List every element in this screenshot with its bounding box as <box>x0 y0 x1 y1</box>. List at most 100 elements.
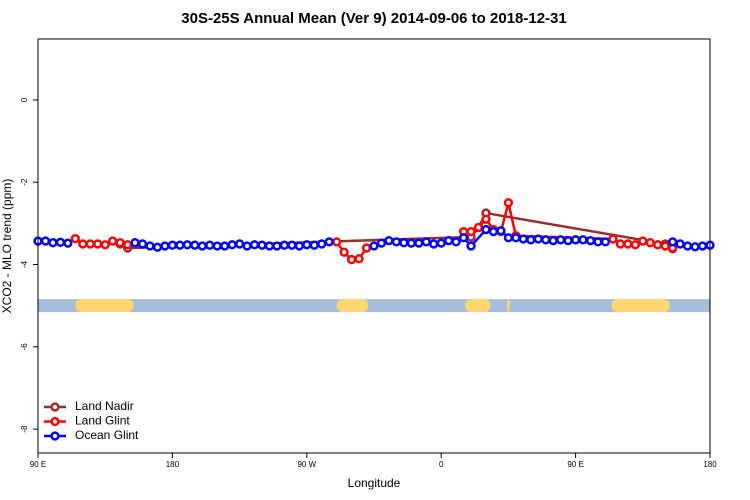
legend-marker <box>50 402 60 412</box>
data-point <box>175 240 185 250</box>
data-point <box>444 236 454 246</box>
data-point <box>108 236 118 246</box>
data-point <box>556 235 566 245</box>
data-point <box>93 239 103 249</box>
data-point <box>608 234 618 244</box>
data-point <box>354 254 364 264</box>
data-point <box>593 237 603 247</box>
data-point <box>436 238 446 248</box>
land-band <box>336 299 369 313</box>
data-point <box>70 233 80 244</box>
data-point <box>309 240 319 250</box>
data-point <box>182 240 192 250</box>
data-point <box>473 222 484 233</box>
data-point <box>638 236 648 246</box>
data-point <box>302 240 312 250</box>
chart-title: 30S-25S Annual Mean (Ver 9) 2014-09-06 t… <box>181 10 566 27</box>
data-point <box>100 240 110 250</box>
data-point <box>78 239 88 249</box>
plot-frame <box>37 38 711 454</box>
x-tick-label: 180 <box>166 460 180 469</box>
y-tick-label: -8 <box>20 425 29 433</box>
data-point <box>645 238 655 248</box>
data-point <box>541 235 551 245</box>
data-point <box>503 233 514 243</box>
data-point <box>511 233 521 243</box>
legend-label: Land Glint <box>75 414 130 428</box>
data-point <box>317 239 327 249</box>
data-point <box>249 240 260 250</box>
data-point <box>697 241 708 251</box>
data-point <box>466 241 476 251</box>
legend-marker <box>50 431 60 441</box>
x-tick-label: 90 E <box>567 460 583 469</box>
y-axis-label: XCO2 - MLO trend (ppm) <box>0 179 14 314</box>
data-point <box>391 237 402 247</box>
data-point <box>406 238 416 248</box>
data-point <box>272 241 282 251</box>
data-point <box>242 241 252 251</box>
data-point <box>451 237 461 247</box>
data-point <box>615 239 626 249</box>
data-point <box>526 235 536 245</box>
data-point <box>570 235 581 245</box>
data-point <box>346 254 357 265</box>
data-point <box>287 240 297 250</box>
data-point <box>152 242 163 252</box>
data-point <box>197 241 207 251</box>
data-point <box>466 226 476 237</box>
data-point <box>384 236 394 246</box>
y-tick-label: 0 <box>20 97 29 102</box>
data-point <box>496 226 506 236</box>
y-tick-label: -2 <box>20 178 29 186</box>
x-tick-label: 0 <box>439 460 444 469</box>
data-point <box>414 238 424 248</box>
x-axis-label: Longitude <box>348 476 401 490</box>
data-point <box>122 240 133 250</box>
x-tick-label: 90 E <box>30 460 46 469</box>
y-tick-label: -6 <box>20 343 29 351</box>
data-point <box>48 238 58 248</box>
data-point <box>212 241 222 251</box>
land-band <box>506 299 510 313</box>
data-point <box>518 234 528 244</box>
data-point <box>279 240 290 250</box>
land-band <box>465 299 491 313</box>
data-point <box>548 236 558 246</box>
x-tick-label: 180 <box>703 460 717 469</box>
data-point <box>205 240 215 250</box>
data-point <box>563 236 573 246</box>
data-point <box>578 235 588 245</box>
data-point <box>533 234 543 244</box>
data-point <box>376 238 387 248</box>
data-point <box>369 241 379 251</box>
data-point <box>503 198 514 208</box>
data-point <box>399 238 409 248</box>
data-point <box>63 238 73 248</box>
data-point <box>339 247 349 257</box>
data-point <box>481 224 491 235</box>
legend-label: Land Nadir <box>75 399 134 413</box>
land-band <box>611 299 670 313</box>
data-point <box>227 240 237 250</box>
data-point <box>137 239 148 249</box>
data-point <box>130 238 140 248</box>
data-point <box>690 242 700 252</box>
data-point <box>115 238 125 248</box>
data-point <box>264 241 275 251</box>
legend-label: Ocean Glint <box>75 428 139 442</box>
data-point <box>630 240 640 250</box>
data-point <box>220 241 230 251</box>
legend-marker <box>50 416 60 427</box>
data-point <box>167 240 178 250</box>
data-point <box>332 237 342 247</box>
data-point <box>585 236 596 246</box>
data-point <box>653 240 663 250</box>
data-point <box>600 237 611 247</box>
ocean-band <box>38 299 710 313</box>
data-point <box>324 237 334 247</box>
data-point <box>660 241 670 251</box>
data-point <box>294 241 304 251</box>
series-line <box>74 202 673 261</box>
data-point <box>55 237 66 247</box>
